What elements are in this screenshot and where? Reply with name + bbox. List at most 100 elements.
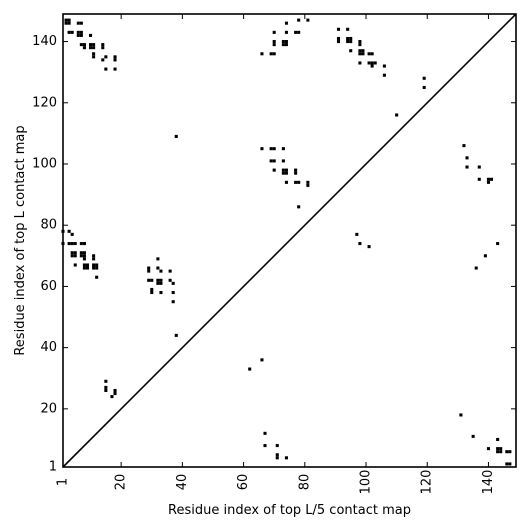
contact-point-top-l <box>82 251 86 255</box>
contact-point-top-l <box>159 291 163 295</box>
contact-point-top-l5 <box>284 180 288 184</box>
contact-point-top-l <box>95 263 99 267</box>
contact-point-top-l <box>82 266 86 270</box>
contact-point-top-l <box>67 242 71 246</box>
y-tick-label: 60 <box>40 279 57 294</box>
contact-point-top-l5 <box>349 49 353 53</box>
contact-point-top-l <box>496 450 500 454</box>
contact-point-top-l5 <box>465 165 469 169</box>
contact-point-top-l5 <box>306 18 310 22</box>
contact-point-top-l5 <box>382 73 386 77</box>
contact-point-top-l5 <box>101 46 105 50</box>
contact-point-top-l5 <box>367 52 371 56</box>
contact-point-top-l <box>82 263 86 267</box>
contact-point-top-l5 <box>260 147 264 151</box>
contact-point-top-l5 <box>284 43 288 47</box>
contact-point-top-l5 <box>346 27 350 31</box>
contact-point-top-l <box>459 413 463 417</box>
contact-point-top-l5 <box>489 177 494 181</box>
contact-point-top-l5 <box>79 21 83 25</box>
contact-point-top-l <box>505 450 509 454</box>
contact-point-top-l5 <box>297 18 301 22</box>
contact-point-top-l5 <box>358 52 362 56</box>
contact-point-top-l <box>85 266 90 270</box>
contact-point-top-l <box>113 392 117 396</box>
contact-point-top-l <box>505 462 509 466</box>
contact-point-top-l5 <box>358 49 362 53</box>
contact-point-top-l5 <box>272 40 276 44</box>
contact-point-top-l <box>474 266 478 270</box>
contact-point-top-l5 <box>76 21 80 25</box>
contact-point-top-l5 <box>272 168 276 172</box>
contact-point-top-l5 <box>281 171 285 175</box>
contact-point-top-l5 <box>395 113 399 117</box>
contact-point-top-l <box>275 444 279 448</box>
contact-point-top-l <box>171 291 175 295</box>
contact-point-top-l5 <box>346 40 350 44</box>
contact-point-top-l <box>67 229 71 233</box>
contact-point-top-l5 <box>486 180 490 184</box>
contact-point-top-l <box>174 333 178 337</box>
contact-point-top-l5 <box>336 40 341 44</box>
contact-point-top-l <box>95 266 99 270</box>
contact-point-top-l5 <box>76 30 80 34</box>
contact-point-top-l5 <box>67 21 71 25</box>
contact-point-top-l5 <box>174 134 178 138</box>
contact-point-top-l <box>104 379 108 383</box>
contact-point-top-l <box>496 242 500 246</box>
contact-point-top-l <box>73 242 77 246</box>
contact-point-top-l5 <box>101 43 105 47</box>
contact-point-top-l5 <box>64 21 68 25</box>
x-tick-label: 20 <box>114 474 129 491</box>
contact-point-top-l5 <box>284 171 288 175</box>
contact-point-top-l5 <box>382 64 386 68</box>
contact-point-top-l5 <box>422 76 426 80</box>
contact-point-top-l <box>95 275 99 279</box>
contact-point-top-l <box>508 450 512 454</box>
contact-point-top-l5 <box>361 49 365 53</box>
contact-point-top-l5 <box>336 36 341 41</box>
contact-point-top-l <box>496 447 500 451</box>
y-axis-title: Residue index of top L contact map <box>13 125 28 355</box>
contact-point-top-l5 <box>92 46 96 50</box>
contact-point-top-l <box>508 462 512 466</box>
x-tick-label: 100 <box>359 470 374 495</box>
contact-point-top-l5 <box>284 40 288 44</box>
contact-point-top-l <box>159 269 163 273</box>
contact-point-top-l <box>79 251 83 255</box>
contact-point-top-l5 <box>294 180 298 184</box>
contact-point-top-l5 <box>272 159 276 163</box>
contact-point-top-l <box>355 232 359 236</box>
contact-point-top-l <box>110 395 114 399</box>
contact-point-top-l5 <box>349 36 353 41</box>
contact-point-top-l5 <box>358 43 362 47</box>
contact-point-top-l <box>150 291 154 295</box>
contact-point-top-l5 <box>89 46 93 50</box>
contact-point-top-l5 <box>370 61 374 65</box>
contact-point-top-l <box>70 242 74 246</box>
y-tick-label: 1 <box>49 460 57 475</box>
contact-point-top-l5 <box>281 147 285 151</box>
contact-point-top-l5 <box>272 147 276 151</box>
contact-point-top-l5 <box>64 18 68 22</box>
contact-point-top-l5 <box>422 85 426 89</box>
contact-point-top-l <box>79 254 83 258</box>
contact-point-top-l <box>171 300 175 304</box>
contact-point-top-l <box>92 254 96 258</box>
contact-point-top-l <box>168 269 172 273</box>
contact-point-top-l5 <box>79 43 83 47</box>
contact-point-top-l5 <box>462 144 466 148</box>
contact-point-top-l <box>263 444 267 448</box>
contact-point-top-l5 <box>370 64 374 68</box>
contact-point-top-l5 <box>269 147 273 151</box>
contact-point-top-l5 <box>82 43 86 47</box>
contact-point-top-l5 <box>306 183 310 187</box>
contact-point-top-l5 <box>92 43 96 47</box>
contact-point-top-l5 <box>70 30 74 34</box>
y-tick-label: 100 <box>32 156 57 171</box>
contact-point-top-l5 <box>260 52 264 56</box>
contact-point-top-l5 <box>306 180 310 184</box>
contact-point-top-l <box>82 257 86 261</box>
